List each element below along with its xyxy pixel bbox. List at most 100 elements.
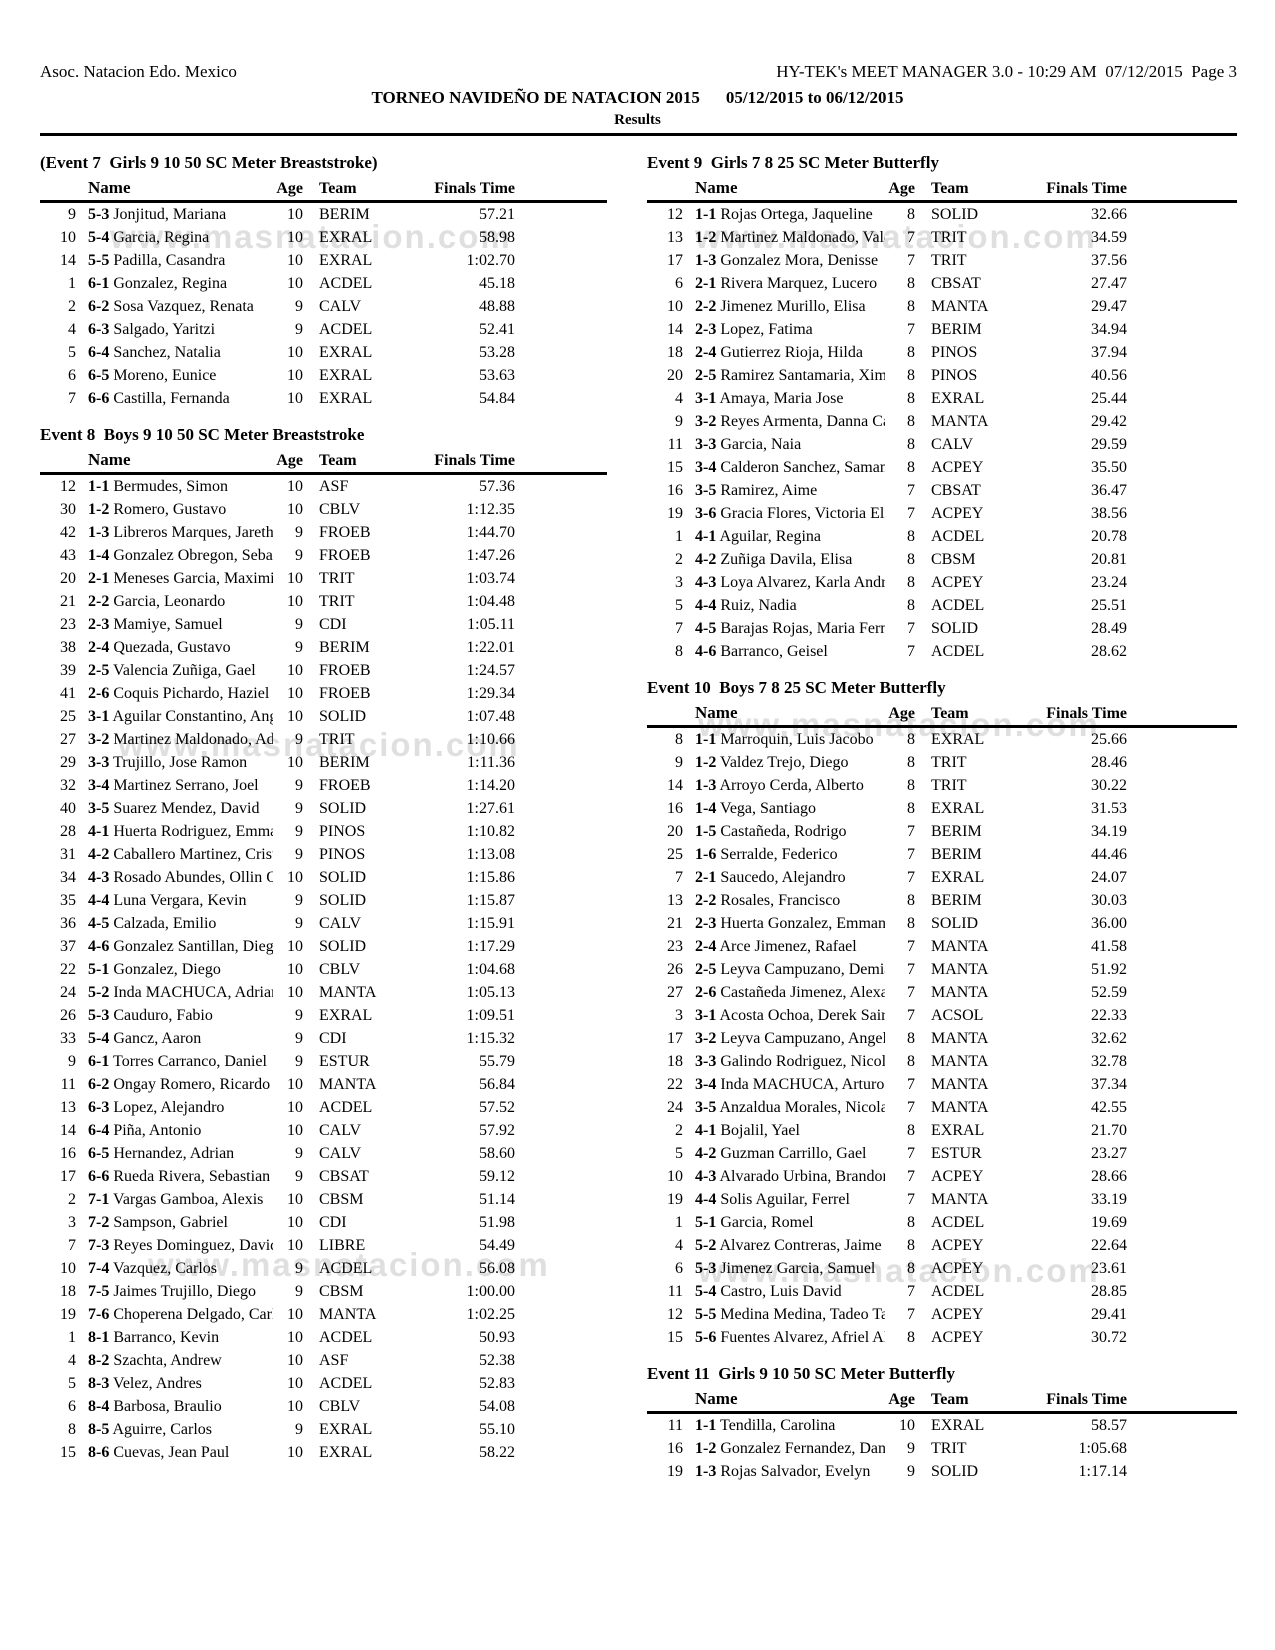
finals-time-value: 20.78 (1091, 528, 1127, 545)
place-number: 3 (675, 574, 683, 591)
place-number: 20 (667, 367, 683, 384)
name-text: Hernandez, Adrian (113, 1145, 235, 1162)
swimmer-name: 4-3 Alvarado Urbina, Brandor (695, 1165, 885, 1188)
swimmer-name: 6-3 Salgado, Yaritzi (88, 318, 273, 341)
column-headers: Name Age Team Finals Time (40, 448, 607, 475)
swimmer-name: 5-1 Gonzalez, Diego (88, 958, 273, 981)
result-row: 6 5-3 Jimenez Garcia, Samuel 8 ACPEY 23.… (647, 1257, 1237, 1280)
name-text: Huerta Gonzalez, Emman (720, 915, 885, 932)
swimmer-name: 4-3 Rosado Abundes, Ollin Qu (88, 866, 273, 889)
place-number: 25 (667, 846, 683, 863)
finals-time-value: 52.83 (479, 1375, 515, 1392)
finals-time-value: 1:09.51 (466, 1007, 515, 1024)
heat-lane: 2-3 (695, 915, 717, 932)
finals-time-value: 37.34 (1091, 1076, 1127, 1093)
age-value: 9 (295, 846, 303, 863)
result-row: 43 1-4 Gonzalez Obregon, Sebast 9 FROEB … (40, 544, 607, 567)
heat-lane: 1-2 (88, 501, 110, 518)
age-value: 10 (287, 1352, 303, 1369)
result-row: 34 4-3 Rosado Abundes, Ollin Qu 10 SOLID… (40, 866, 607, 889)
finals-time-column-header: Finals Time (1046, 1391, 1127, 1408)
age-value: 10 (287, 1398, 303, 1415)
place-number: 6 (675, 1260, 683, 1277)
age-value: 10 (287, 275, 303, 292)
name-text: Garcia, Leonardo (113, 593, 226, 610)
name-text: Aguilar, Regina (719, 528, 822, 545)
swimmer-name: 2-3 Lopez, Fatima (695, 318, 885, 341)
team-code: ACSOL (931, 1007, 984, 1024)
team-code: EXRAL (319, 1421, 373, 1438)
team-code: MANTA (931, 1030, 989, 1047)
finals-time-value: 53.63 (479, 367, 515, 384)
swimmer-name: 4-1 Huerta Rodriguez, Emmar (88, 820, 273, 843)
age-value: 10 (287, 390, 303, 407)
finals-time-value: 25.44 (1091, 390, 1127, 407)
team-code: ACPEY (931, 459, 984, 476)
results-label: Results (614, 112, 661, 128)
age-value: 7 (907, 938, 915, 955)
swimmer-name: 5-5 Medina Medina, Tadeo Ta (695, 1303, 885, 1326)
place-number: 3 (68, 1214, 76, 1231)
team-code: BERIM (931, 823, 982, 840)
event-rows: 9 5-3 Jonjitud, Mariana 10 BERIM 57.21 1… (40, 203, 607, 410)
place-number: 3 (675, 1007, 683, 1024)
heat-lane: 3-5 (695, 1099, 717, 1116)
finals-time-value: 48.88 (479, 298, 515, 315)
swimmer-name: 3-2 Reyes Armenta, Danna Ca (695, 410, 885, 433)
name-text: Castilla, Fernanda (113, 390, 230, 407)
result-row: 26 2-5 Leyva Campuzano, Demia 7 MANTA 51… (647, 958, 1237, 981)
result-row: 11 1-1 Tendilla, Carolina 10 EXRAL 58.57 (647, 1414, 1237, 1437)
swimmer-name: 3-3 Garcia, Naia (695, 433, 885, 456)
team-code: CDI (319, 1214, 347, 1231)
swimmer-name: 5-2 Inda MACHUCA, Adrian (88, 981, 273, 1004)
team-code: EXRAL (319, 344, 373, 361)
name-text: Reyes Dominguez, David (113, 1237, 273, 1254)
team-code: TRIT (319, 593, 355, 610)
finals-time-value: 51.98 (479, 1214, 515, 1231)
team-code: MANTA (931, 1099, 989, 1116)
team-code: CBLV (319, 1398, 361, 1415)
result-row: 2 7-1 Vargas Gamboa, Alexis 10 CBSM 51.1… (40, 1188, 607, 1211)
finals-time-value: 37.56 (1091, 252, 1127, 269)
finals-time-value: 1:44.70 (466, 524, 515, 541)
age-value: 10 (287, 570, 303, 587)
age-value: 7 (907, 505, 915, 522)
age-value: 8 (907, 1214, 915, 1231)
result-row: 24 5-2 Inda MACHUCA, Adrian 10 MANTA 1:0… (40, 981, 607, 1004)
result-row: 2 6-2 Sosa Vazquez, Renata 9 CALV 48.88 (40, 295, 607, 318)
finals-time-value: 28.85 (1091, 1283, 1127, 1300)
result-row: 18 3-3 Galindo Rodriguez, Nicol 8 MANTA … (647, 1050, 1237, 1073)
name-text: Garcia, Regina (113, 229, 210, 246)
name-text: Huerta Rodriguez, Emmar (113, 823, 273, 840)
name-column-header: Name (695, 1389, 738, 1408)
swimmer-name: 7-3 Reyes Dominguez, David (88, 1234, 273, 1257)
name-text: Rosado Abundes, Ollin Qu (113, 869, 273, 886)
name-text: Vargas Gamboa, Alexis (113, 1191, 264, 1208)
finals-time-value: 28.49 (1091, 620, 1127, 637)
result-row: 20 2-5 Ramirez Santamaria, Xim 8 PINOS 4… (647, 364, 1237, 387)
swimmer-name: 4-1 Aguilar, Regina (695, 525, 885, 548)
finals-time-value: 34.19 (1091, 823, 1127, 840)
name-text: Alvarado Urbina, Brandor (719, 1168, 885, 1185)
finals-time-value: 45.18 (479, 275, 515, 292)
team-code: EXRAL (319, 390, 373, 407)
name-text: Jaimes Trujillo, Diego (113, 1283, 257, 1300)
age-value: 10 (287, 1306, 303, 1323)
age-value: 9 (295, 800, 303, 817)
team-code: MANTA (319, 1306, 377, 1323)
finals-time-value: 32.78 (1091, 1053, 1127, 1070)
result-row: 31 4-2 Caballero Martinez, Cristo 9 PINO… (40, 843, 607, 866)
name-text: Solis Aguilar, Ferrel (720, 1191, 850, 1208)
swimmer-name: 1-3 Gonzalez Mora, Denisse (695, 249, 885, 272)
place-number: 12 (60, 478, 76, 495)
heat-lane: 4-2 (88, 846, 110, 863)
name-text: Ramirez Santamaria, Xim (720, 367, 885, 384)
swimmer-name: 4-4 Solis Aguilar, Ferrel (695, 1188, 885, 1211)
heat-lane: 1-1 (695, 731, 717, 748)
result-row: 27 3-2 Martinez Maldonado, Adr 9 TRIT 1:… (40, 728, 607, 751)
team-code: SOLID (931, 620, 979, 637)
place-number: 9 (675, 754, 683, 771)
age-value: 10 (287, 662, 303, 679)
age-value: 7 (907, 1076, 915, 1093)
